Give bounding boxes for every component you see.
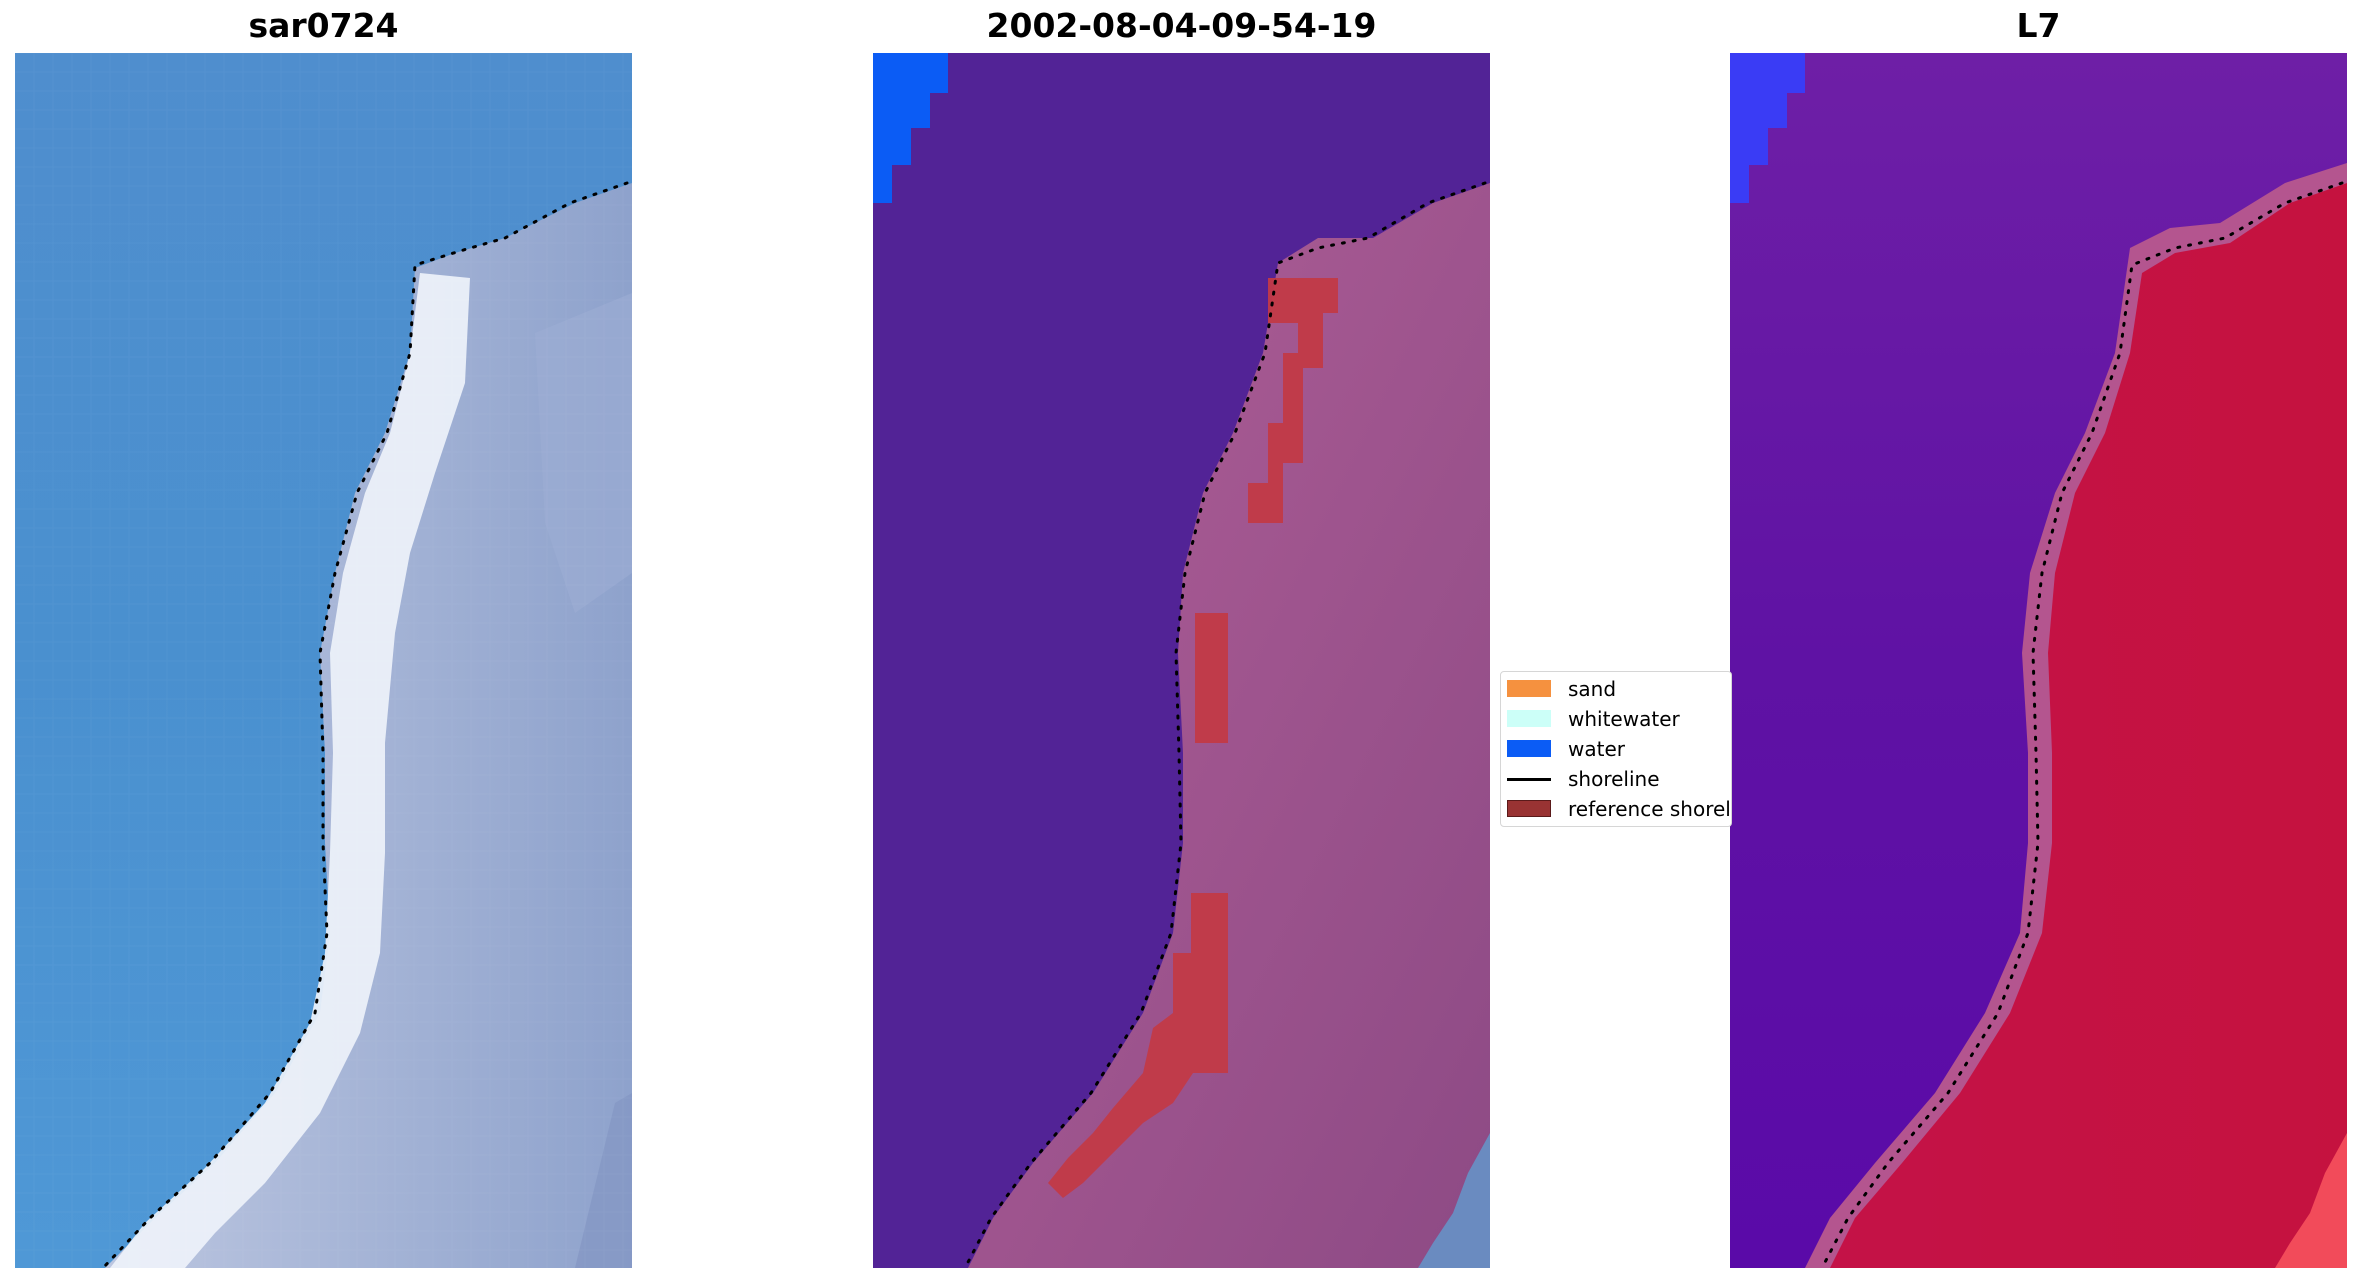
mndwi-image-panel bbox=[1730, 53, 2347, 1268]
classified-buffer-3 bbox=[1048, 893, 1228, 1198]
rgb-shoreline bbox=[101, 181, 629, 1268]
rgb-image-panel bbox=[15, 53, 632, 1268]
legend-swatch-water bbox=[1507, 740, 1551, 757]
legend-swatch-sand bbox=[1507, 680, 1551, 697]
mndwi-blue-corner bbox=[1730, 53, 1805, 203]
panel-title-classified: 2002-08-04-09-54-19 bbox=[986, 6, 1377, 45]
classified-buffer-2 bbox=[1195, 613, 1228, 743]
legend-swatch-reference-shoreline-buffer bbox=[1507, 800, 1551, 817]
legend-label-reference-shoreline-buffer: reference shoreline buffer bbox=[1568, 797, 1731, 821]
classified-water-label bbox=[873, 53, 948, 203]
classified-land bbox=[968, 183, 1490, 1268]
classified-buffer-1 bbox=[1248, 278, 1338, 523]
legend-label-water: water bbox=[1568, 737, 1625, 761]
panel-title-mndwi: L7 bbox=[2016, 6, 2061, 45]
rgb-image bbox=[15, 53, 632, 1268]
legend-label-sand: sand bbox=[1568, 677, 1617, 701]
classified-image bbox=[873, 53, 1490, 1268]
legend-label-whitewater: whitewater bbox=[1568, 707, 1680, 731]
classified-image-panel bbox=[873, 53, 1490, 1268]
classified-land-blue bbox=[1418, 1133, 1490, 1268]
panel-title-rgb: sar0724 bbox=[248, 6, 399, 45]
mndwi-red-corner bbox=[2275, 1133, 2347, 1268]
legend-label-shoreline: shoreline bbox=[1568, 767, 1660, 791]
mndwi-image bbox=[1730, 53, 2347, 1268]
legend: sand whitewater water shoreline referenc… bbox=[1500, 671, 1732, 827]
mndwi-land bbox=[1830, 183, 2347, 1268]
legend-line-shoreline bbox=[1507, 778, 1551, 781]
legend-swatch-whitewater bbox=[1507, 710, 1551, 727]
